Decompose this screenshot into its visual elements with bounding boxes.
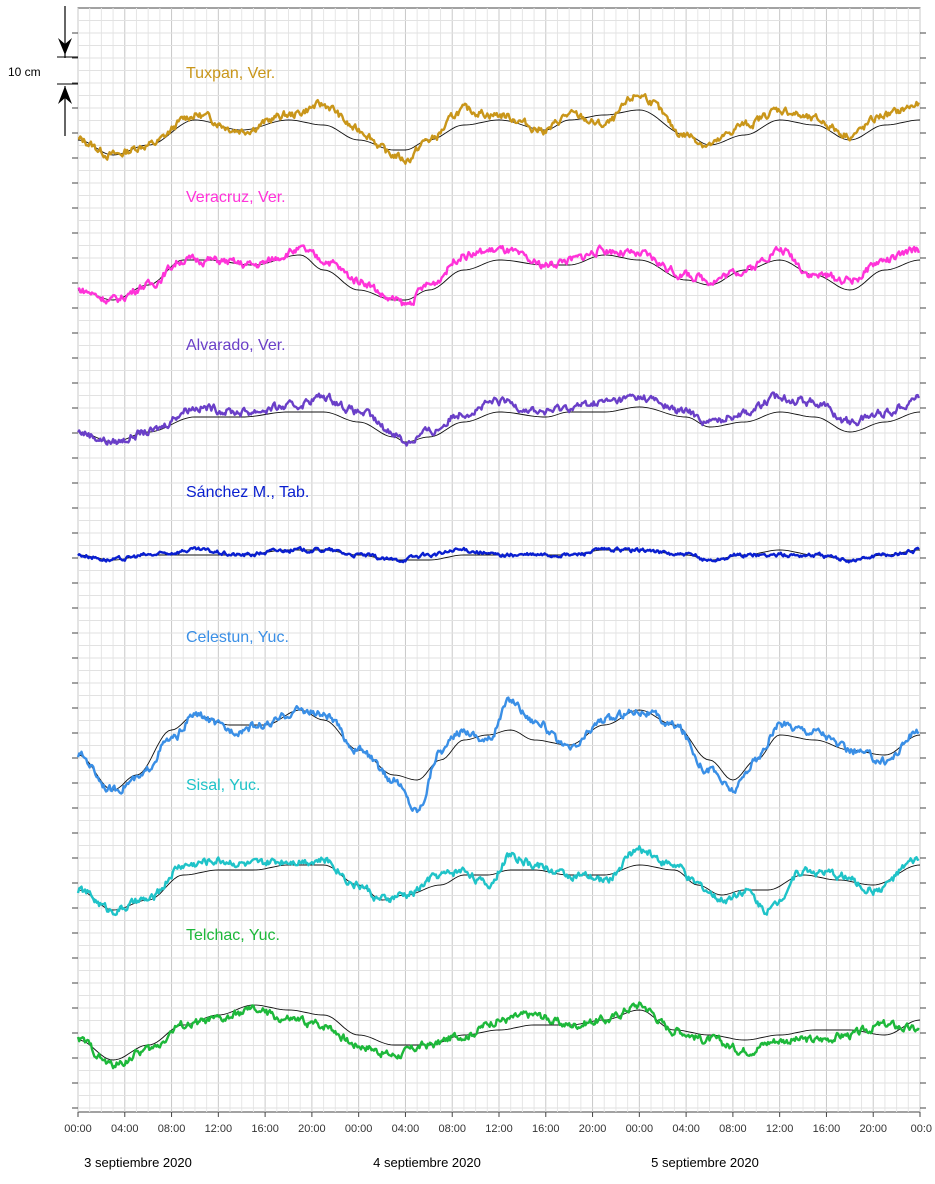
x-tick-label: 20:00 <box>859 1123 887 1135</box>
station-series: Telchac, Yuc. <box>76 927 921 1070</box>
station-label: Veracruz, Ver. <box>186 189 286 206</box>
x-tick-label: 08:00 <box>438 1123 466 1135</box>
grid <box>72 7 926 1113</box>
x-tick-label: 00:00 <box>64 1123 92 1135</box>
observed-tide-line <box>77 93 920 165</box>
x-tick-label: 00:00 <box>345 1123 373 1135</box>
observed-tide-line <box>76 696 920 814</box>
station-series: Celestun, Yuc. <box>76 629 921 814</box>
station-label: Sisal, Yuc. <box>186 777 260 794</box>
scale-bar-label: 10 cm <box>8 65 41 79</box>
station-label: Alvarado, Ver. <box>186 337 286 354</box>
scale-arrow-down-icon <box>58 38 72 55</box>
x-tick-label: 00:00 <box>626 1123 654 1135</box>
station-series: Sisal, Yuc. <box>76 777 921 917</box>
station-series: Veracruz, Ver. <box>77 189 921 307</box>
date-label: 4 septiembre 2020 <box>373 1155 481 1170</box>
x-axis-ticks: 00:00 04:00 08:00 12:00 16:00 20:00 00:00 04:00… <box>64 1112 932 1135</box>
x-tick-label: 08:00 <box>719 1123 747 1135</box>
observed-tide-line <box>77 391 920 447</box>
station-label: Celestun, Yuc. <box>186 629 289 646</box>
x-tick-label: 00:0 <box>911 1123 932 1135</box>
station-series: Tuxpan, Ver. <box>77 65 921 165</box>
observed-tide-line <box>76 845 920 917</box>
station-label: Sánchez M., Tab. <box>186 484 309 501</box>
predicted-tide-line <box>77 406 921 443</box>
x-tick-label: 04:00 <box>392 1123 420 1135</box>
x-tick-label: 12:00 <box>766 1123 794 1135</box>
series-layer: Tuxpan, Ver. Veracruz, Ver. Alvarado, Ver.… <box>76 65 921 1070</box>
x-tick-label: 20:00 <box>298 1123 326 1135</box>
x-tick-label: 16:00 <box>813 1123 841 1135</box>
observed-tide-line <box>77 244 920 307</box>
station-label: Tuxpan, Ver. <box>186 65 275 82</box>
x-tick-label: 08:00 <box>158 1123 186 1135</box>
station-series: Sánchez M., Tab. <box>77 484 921 564</box>
observed-tide-line <box>77 545 920 564</box>
predicted-tide-line <box>77 709 921 791</box>
x-tick-label: 12:00 <box>205 1123 233 1135</box>
x-tick-label: 04:00 <box>111 1123 139 1135</box>
station-series: Alvarado, Ver. <box>77 337 921 447</box>
observed-tide-line <box>76 1001 920 1070</box>
date-labels: 3 septiembre 2020 4 septiembre 2020 5 sept… <box>84 1155 759 1170</box>
x-tick-label: 16:00 <box>251 1123 279 1135</box>
date-label: 3 septiembre 2020 <box>84 1155 192 1170</box>
scale-bar: 10 cm <box>8 6 78 136</box>
x-tick-label: 04:00 <box>672 1123 700 1135</box>
x-tick-label: 12:00 <box>485 1123 513 1135</box>
station-label: Telchac, Yuc. <box>186 927 280 944</box>
x-tick-label: 20:00 <box>579 1123 607 1135</box>
x-tick-label: 16:00 <box>532 1123 560 1135</box>
date-label: 5 septiembre 2020 <box>651 1155 759 1170</box>
